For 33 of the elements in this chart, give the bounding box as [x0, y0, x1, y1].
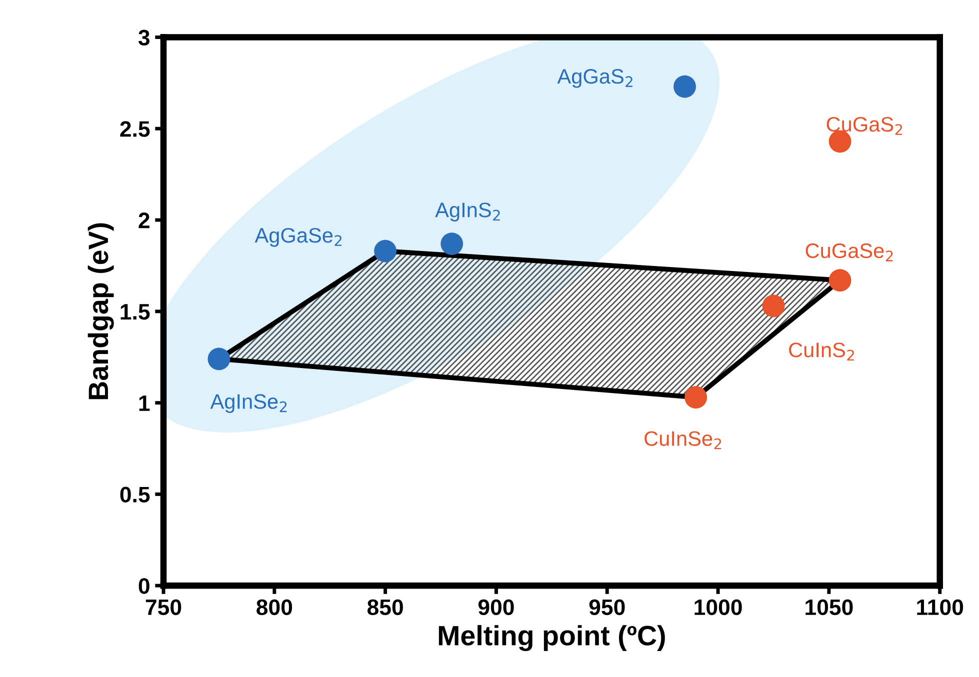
point — [374, 240, 397, 262]
y-axis-title: Bandgap (eV) — [88, 223, 114, 400]
y-tick-label: 1.5 — [120, 304, 150, 320]
point — [828, 130, 852, 153]
annotation: CuGaSe$_{2}$ — [806, 243, 893, 262]
y-tick-label: 3 — [138, 30, 150, 46]
annotation: AgGaSe$_{2}$ — [254, 228, 342, 247]
x-tick-label: 800 — [256, 599, 292, 616]
x-tick-label: 850 — [367, 599, 403, 616]
annotation: CuInS$_{2}$ — [789, 342, 854, 361]
y-tick-label: 0.5 — [120, 486, 150, 502]
x-tick-label: 750 — [146, 599, 182, 616]
point — [828, 269, 852, 292]
point — [674, 75, 696, 98]
annotation: AgInS$_{2}$ — [435, 202, 500, 222]
point — [684, 386, 708, 409]
x-tick-label: 950 — [589, 599, 625, 616]
point — [208, 348, 230, 370]
point — [762, 294, 785, 318]
y-tick-label: 1 — [139, 396, 150, 411]
y-tick-label: 2.5 — [120, 121, 150, 137]
annotation: AgInSe$_{2}$ — [210, 394, 287, 414]
annotation: CuInSe$_{2}$ — [644, 431, 722, 450]
x-tick-label: 1100 — [917, 599, 964, 616]
x-tick-label: 1050 — [806, 599, 853, 616]
annotation: AgGaS$_{2}$ — [557, 69, 632, 88]
y-tick-label: 0 — [138, 578, 150, 594]
point — [440, 232, 464, 255]
annotation: CuGaS$_{2}$ — [826, 116, 902, 135]
y-tick-label: 2 — [138, 212, 150, 228]
x-axis-title: Melting point (ºC) — [438, 625, 665, 652]
x-tick-label: 1000 — [694, 599, 742, 616]
x-tick-label: 900 — [478, 599, 514, 616]
